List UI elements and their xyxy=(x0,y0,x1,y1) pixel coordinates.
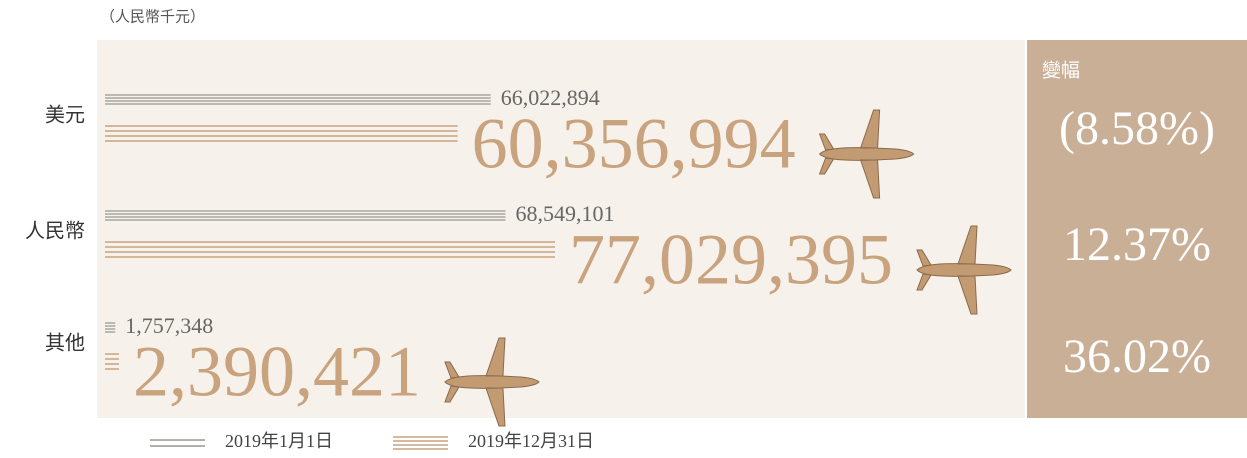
change-value: (8.58%) xyxy=(1059,102,1215,155)
value-label: 77,029,395 xyxy=(569,220,893,300)
legend-swatch xyxy=(393,436,448,450)
category-label: 其他 xyxy=(45,332,85,355)
plot-background xyxy=(97,40,1025,418)
legend-label: 2019年12月31日 xyxy=(468,431,594,451)
bar-lines xyxy=(105,94,491,105)
bar-lines xyxy=(105,353,119,370)
value-label: 60,356,994 xyxy=(472,104,796,184)
bar-lines xyxy=(105,210,506,221)
category-label: 美元 xyxy=(45,104,85,127)
value-label: 68,549,101 xyxy=(515,201,614,226)
change-value: 36.02% xyxy=(1063,330,1211,383)
value-label: 1,757,348 xyxy=(125,313,213,338)
legend-swatch xyxy=(150,439,205,447)
change-value: 12.37% xyxy=(1063,218,1211,271)
change-title: 變幅 xyxy=(1042,59,1080,81)
change-panel xyxy=(1027,40,1247,418)
value-label: 66,022,894 xyxy=(501,85,600,110)
bar-lines xyxy=(105,125,458,142)
bar-lines xyxy=(105,322,116,333)
category-label: 人民幣 xyxy=(25,220,85,243)
bar-lines xyxy=(105,241,555,258)
legend-label: 2019年1月1日 xyxy=(225,431,333,451)
unit-note: （人民幣千元） xyxy=(100,8,205,25)
value-label: 2,390,421 xyxy=(133,332,421,412)
